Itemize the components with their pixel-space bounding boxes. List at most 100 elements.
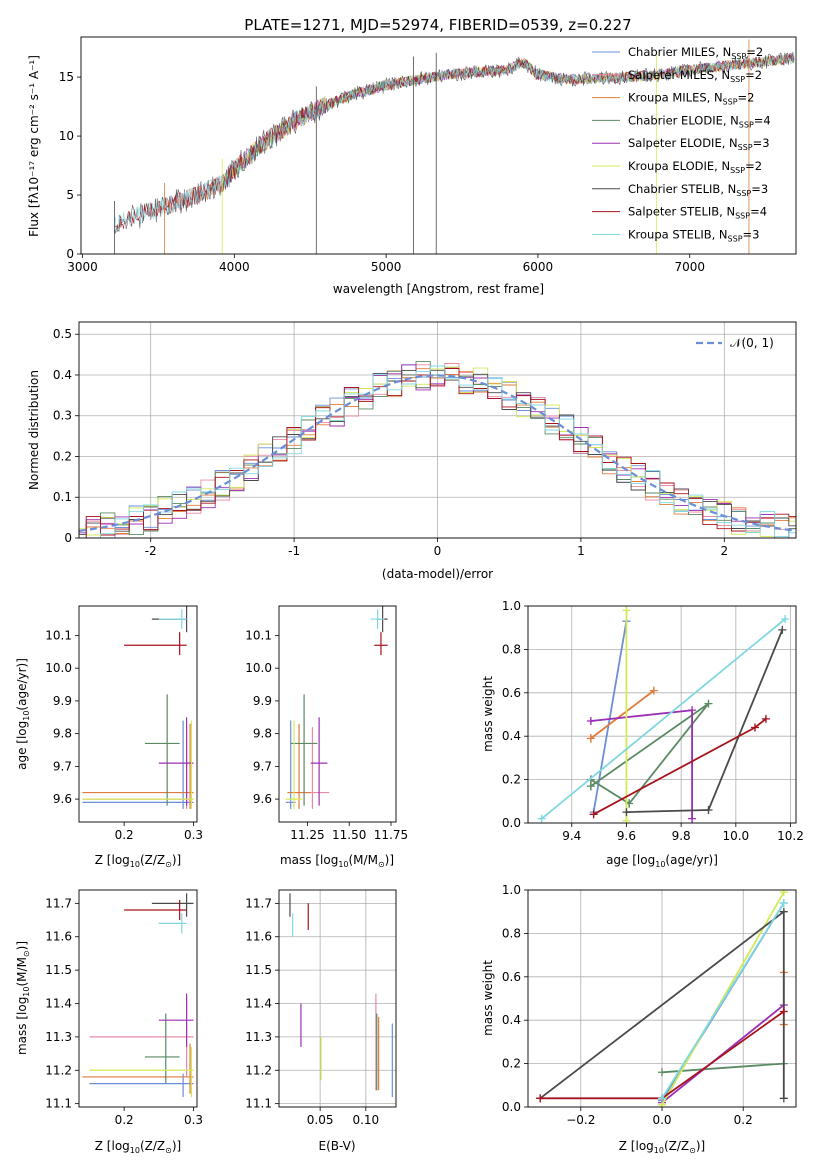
- plot-area-z_mass: [82, 893, 194, 1097]
- x-axis-label-post: (Z/Z: [664, 1139, 689, 1153]
- y-tick-label: 0: [64, 531, 72, 545]
- y-axis-label-post: (M/M: [15, 957, 29, 986]
- y-tick-label: 10.1: [45, 628, 72, 642]
- weight-line-kroupa_stelib: [661, 902, 785, 1099]
- y-axis-label: Flux [fλ10⁻¹⁷ erg cm⁻² s⁻¹ A⁻¹]: [27, 55, 41, 237]
- figure-title: PLATE=1271, MJD=52974, FIBERID=0539, z=0…: [244, 16, 631, 34]
- legend-pre: Chabrier ELODIE, N: [628, 113, 739, 127]
- y-axis-label-end: )]: [15, 941, 29, 950]
- legend-label-kroupa_miles: Kroupa MILES, NSSP=2: [628, 91, 754, 107]
- panel-age_weight: 9.4 9.6 9.8 10.0 10.2 0.0 0.2 0.4 0.6 0.8 1.0 age […: [481, 599, 804, 869]
- x-tick-label: -2: [145, 544, 157, 558]
- y-axis-label-sub: 10: [22, 711, 31, 721]
- x-tick-label: 0.10: [352, 1113, 379, 1127]
- x-axis-label-post: (Z/Z: [140, 1139, 165, 1153]
- weight-marker-salpeter_stelib: [779, 1007, 788, 1016]
- y-tick-label: 9.7: [253, 759, 272, 773]
- y-tick-label: 11.3: [245, 1030, 272, 1044]
- legend-sub: SSP: [723, 98, 738, 107]
- y-tick-label: 10.0: [45, 661, 72, 675]
- plot-area-mass_age: [285, 606, 388, 809]
- weight-line-kroupa_elodie: [661, 891, 785, 1106]
- x-axis-label: mass [log10(M/M⊙)]: [280, 853, 394, 869]
- x-axis-label: Z [log10(Z/Z⊙)]: [95, 1139, 181, 1155]
- x-axis-label-sub: 10: [654, 1146, 664, 1155]
- weight-marker-kroupa_stelib: [779, 899, 788, 908]
- legend-pre: Salpeter STELIB, N: [628, 205, 735, 219]
- x-axis-label: E(B-V): [318, 1139, 355, 1153]
- x-axis-label-pre: mass [log: [280, 853, 338, 867]
- legend-pre: Kroupa ELODIE, N: [628, 159, 730, 173]
- x-axis-label-pre: Z [log: [95, 853, 130, 867]
- hist-step-kroupa_miles: [79, 368, 796, 538]
- y-tick-label: 10.0: [245, 661, 272, 675]
- y-tick-label: 5: [66, 188, 74, 202]
- x-axis-label-sym: ⊙: [378, 860, 385, 869]
- x-tick-label: −0.2: [566, 1113, 595, 1127]
- x-axis-label-end: )]: [696, 1139, 705, 1153]
- y-tick-label: 0.0: [502, 1100, 521, 1114]
- spectrum-line-kroupa_stelib: [114, 53, 795, 233]
- x-tick-label: 9.4: [562, 829, 581, 843]
- panel-residuals: -2 -1 0 1 2 0 0.1 0.2 0.3 0.4 0.5 (data-model)/erro…: [27, 321, 797, 581]
- x-axis-label-pre: age [log: [606, 853, 655, 867]
- y-tick-label: 0.8: [502, 926, 521, 940]
- x-axis-label-end: )]: [172, 853, 181, 867]
- y-axis-label-sub: 10: [22, 986, 31, 996]
- plot-area-residuals: [79, 361, 796, 538]
- x-axis-label: Z [log10(Z/Z⊙)]: [619, 1139, 705, 1155]
- weight-line-kroupa_miles: [590, 689, 655, 740]
- y-tick-label: 11.3: [45, 1030, 72, 1044]
- hist-step-kroupa_elodie: [79, 366, 796, 537]
- y-axis-label-pre: age [log: [15, 721, 29, 770]
- y-tick-label: 11.6: [245, 930, 272, 944]
- y-tick-label: 15: [59, 70, 74, 84]
- legend-sub: SSP: [738, 143, 753, 152]
- y-tick-label: 11.4: [245, 997, 272, 1011]
- y-tick-label: 0.4: [502, 1013, 521, 1027]
- y-tick-label: 11.1: [45, 1097, 72, 1111]
- axes-frame: [278, 605, 397, 823]
- y-tick-label: 9.8: [53, 727, 72, 741]
- x-tick-label: 0.05: [307, 1113, 334, 1127]
- x-axis-label-post: (Z/Z: [140, 853, 165, 867]
- y-tick-label: 10: [59, 129, 74, 143]
- x-axis-label: Z [log10(Z/Z⊙)]: [95, 853, 181, 869]
- hist-step-salpeter_stelib: [79, 368, 796, 538]
- x-tick-label: 0.0: [652, 1113, 671, 1127]
- x-tick-label: 0.2: [115, 828, 134, 842]
- legend-label-normal: 𝒩(0, 1): [730, 336, 774, 350]
- x-tick-label: 1: [577, 544, 585, 558]
- legend-post: =2: [746, 45, 763, 59]
- plot-area-age_weight: [537, 606, 790, 823]
- legend-post: =2: [738, 91, 755, 105]
- x-axis-label-sub: 10: [130, 1146, 140, 1155]
- plot-area-spectrum: [113, 39, 795, 254]
- legend-label-kroupa_stelib: Kroupa STELIB, NSSP=3: [628, 227, 759, 243]
- legend-post: =2: [745, 68, 762, 82]
- panel-z_weight: −0.2 0.0 0.2 0.0 0.2 0.4 0.6 0.8 1.0 Z [log10(Z/Z…: [481, 883, 797, 1155]
- weight-marker-salpeter_stelib: [536, 1094, 545, 1103]
- spectrum-line-chabrier_stelib: [114, 51, 795, 234]
- legend-pre: Kroupa MILES, N: [628, 91, 723, 105]
- x-tick-label: -1: [288, 544, 300, 558]
- y-tick-label: 9.9: [253, 694, 272, 708]
- x-tick-label: 9.8: [672, 829, 691, 843]
- x-axis-label-sym: ⊙: [165, 1146, 172, 1155]
- panel-spectrum: 3000 4000 5000 6000 7000 0 5 10 15 wavelength [An…: [27, 36, 797, 296]
- x-tick-label: 6000: [523, 260, 554, 274]
- x-tick-label: 10.0: [722, 829, 749, 843]
- plot-area-ebv_mass: [289, 893, 393, 1097]
- x-tick-label: 4000: [219, 260, 250, 274]
- y-tick-label: 11.5: [45, 963, 72, 977]
- y-tick-label: 11.7: [45, 896, 72, 910]
- y-tick-label: 0.4: [53, 368, 72, 382]
- y-tick-label: 9.7: [53, 759, 72, 773]
- legend-sub: SSP: [739, 120, 754, 129]
- axes-frame: [278, 889, 397, 1108]
- x-tick-label: 10.2: [777, 829, 804, 843]
- y-axis-label: mass weight: [481, 676, 495, 752]
- x-tick-label: 3000: [67, 260, 98, 274]
- y-tick-label: 11.6: [45, 930, 72, 944]
- y-tick-label: 1.0: [502, 883, 521, 897]
